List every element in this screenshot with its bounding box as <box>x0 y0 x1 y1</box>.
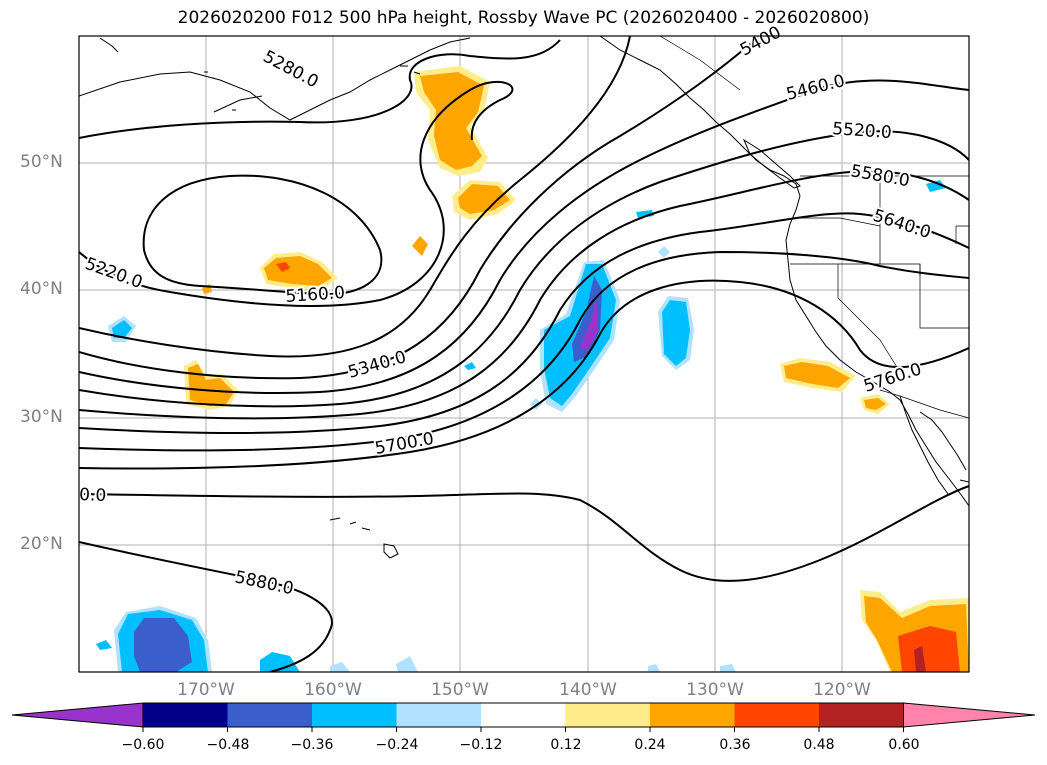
contour-5580 <box>79 170 969 420</box>
shade-gulf-alaska-core <box>420 72 484 170</box>
coast-mexico <box>959 479 969 483</box>
contour-5340 <box>79 36 631 358</box>
coast-hawaii <box>329 517 399 559</box>
shade-176w-37n-core <box>112 320 132 338</box>
lon-label-130w: 130°W <box>686 680 744 700</box>
lon-label-140w: 140°W <box>559 680 617 700</box>
colorbar-segment <box>481 703 566 727</box>
lat-label-50n: 50°N <box>20 152 63 172</box>
contour-5220 <box>79 81 514 307</box>
colorbar-tickmarks <box>142 727 904 732</box>
contour-label-5160: 5160.0 <box>285 283 346 307</box>
islands-alaska-dots <box>204 65 421 111</box>
contour-5400 <box>79 36 761 380</box>
coastlines <box>79 36 969 559</box>
contour-5700 <box>79 250 969 452</box>
colorbar-tick-label: 0.36 <box>719 737 751 753</box>
contour-5760 <box>79 279 969 470</box>
coast-vancouver-island <box>742 138 801 189</box>
lat-label-40n: 40°N <box>20 279 63 299</box>
contour-5460 <box>79 79 969 395</box>
colorbar-segment <box>819 703 904 727</box>
map-frame <box>78 35 970 673</box>
contour-5640 <box>79 212 969 434</box>
colorbar-tick-label: 0.60 <box>888 737 920 753</box>
lon-label-160w: 160°W <box>304 680 362 700</box>
border-us-mexico <box>879 389 969 419</box>
borders <box>659 36 969 419</box>
map-panel: 5280.0 5400 5460.0 5520.0 5580.0 5640.0 … <box>77 20 970 673</box>
shade-small-137w <box>636 210 654 218</box>
shading-negative <box>96 180 946 672</box>
shading-positive <box>184 66 969 672</box>
border-ca-nv <box>837 264 901 373</box>
shade-small-133w <box>658 246 670 258</box>
shade-sw-corner-darkred <box>914 646 926 672</box>
colorbar-segment <box>650 703 735 727</box>
colorbar-tick-label: −0.60 <box>121 737 165 753</box>
shade-sw-corner-red <box>898 626 960 672</box>
map-background <box>79 36 969 672</box>
shade-small-117w <box>926 180 946 192</box>
shade-133w-36n <box>662 300 690 366</box>
contour-5820 <box>79 485 969 582</box>
shade-small-152w-s <box>396 656 418 672</box>
colorbar-extend-right <box>903 702 1036 728</box>
coast-baja <box>899 395 967 495</box>
colorbar-segments <box>11 702 1036 728</box>
colorbar-tick-label: 0.12 <box>550 737 582 753</box>
colorbar-tick-label: −0.12 <box>459 737 503 753</box>
lon-label-150w: 150°W <box>431 680 489 700</box>
height-contours <box>79 36 969 672</box>
colorbar-segment <box>396 703 482 727</box>
shade-small-158w <box>330 662 350 672</box>
shade-140w-36n-purple <box>580 296 598 350</box>
colorbar-frame <box>142 702 904 728</box>
colorbar-tick-label: −0.24 <box>375 737 419 753</box>
shade-140w-36n-mid <box>572 276 602 362</box>
shade-150w-45n-core <box>458 184 510 214</box>
colorbar-extend-left <box>11 702 144 728</box>
contour-5880 <box>79 541 333 672</box>
colorbar-segment <box>734 703 820 727</box>
contour-label-5520: 5520.0 <box>832 119 893 143</box>
contour-5280 <box>79 39 561 139</box>
lat-label-30n: 30°N <box>20 407 63 427</box>
shade-small-136w-s <box>648 664 660 672</box>
coast-bc-wa-or-ca <box>599 36 969 507</box>
lon-label-120w: 120°W <box>813 680 871 700</box>
colorbar <box>11 702 1036 732</box>
shade-165w-42n-red <box>276 262 290 272</box>
border-nv-ut <box>919 264 969 329</box>
shade-125w-33n-core <box>784 362 850 388</box>
border-wa-or <box>796 217 881 227</box>
colorbar-segment <box>143 703 228 727</box>
colorbar-segment <box>565 703 651 727</box>
shade-small-164w <box>260 652 300 672</box>
colorbar-segment <box>227 703 313 727</box>
colorbar-tick-label: −0.48 <box>206 737 250 753</box>
colorbar-tick-label: 0.48 <box>803 737 835 753</box>
shade-small-152w <box>412 236 428 256</box>
shade-small-130w-s <box>720 664 736 672</box>
contour-5520 <box>79 130 969 408</box>
colorbar-segment <box>312 703 397 727</box>
colorbar-tick-label: 0.24 <box>634 737 666 753</box>
lat-label-20n: 20°N <box>20 534 63 554</box>
border-bc-yukon <box>659 36 741 91</box>
contour-5160 <box>142 174 383 296</box>
shade-small-147w <box>464 362 476 370</box>
contour-label-5820-partial: 0.0 <box>79 485 107 506</box>
shade-small-118w-core <box>864 398 886 410</box>
colorbar-tick-label: −0.36 <box>290 737 334 753</box>
coast-alaska <box>79 37 471 121</box>
lon-label-170w: 170°W <box>177 680 235 700</box>
shade-sw-blue <box>134 618 192 672</box>
map-title: 2026020200 F012 500 hPa height, Rossby W… <box>177 8 870 28</box>
shade-small-178w <box>96 640 112 650</box>
